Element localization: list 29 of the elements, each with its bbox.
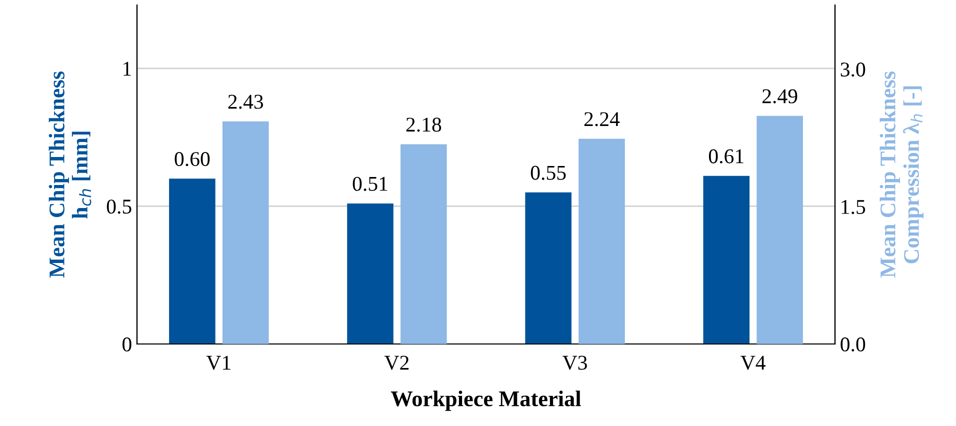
y-tick-label: 0: [122, 337, 132, 352]
y-axis-title: Mean Chip Thickness h$_{ch}$ [mm]: [48, 72, 92, 278]
data-label: 0.55: [530, 166, 566, 180]
bar: [400, 144, 447, 344]
y2-tick-label: 1.5: [842, 200, 866, 214]
y-tick-label: 1: [124, 62, 131, 76]
bar: [169, 178, 216, 344]
data-label: 2.18: [406, 118, 442, 132]
data-label: 0.61: [708, 149, 744, 164]
data-label: 2.49: [762, 89, 798, 104]
bar: [525, 192, 572, 344]
y2-tick-label: 0.0: [840, 337, 866, 352]
y2-tick-label: 3.0: [840, 62, 866, 77]
bar: [703, 176, 750, 344]
y-tick-label: 0.5: [106, 200, 132, 214]
bar: [347, 203, 394, 344]
y2-axis-title: Mean Chip Thickness Compression λ$_{h}$ [-]: [880, 72, 924, 278]
data-label: 0.51: [352, 176, 388, 191]
x-tick-label: V4: [740, 356, 766, 370]
data-label: 0.60: [174, 152, 210, 166]
x-axis-title: Workpiece Material: [390, 390, 581, 411]
data-label: 2.24: [584, 112, 620, 126]
bar: [222, 121, 269, 344]
bar: [756, 116, 803, 344]
bar: [578, 138, 625, 344]
x-tick-label: V1: [206, 356, 230, 370]
data-label: 2.43: [228, 94, 264, 109]
x-tick-label: V3: [562, 356, 587, 370]
x-tick-label: V2: [384, 356, 409, 370]
